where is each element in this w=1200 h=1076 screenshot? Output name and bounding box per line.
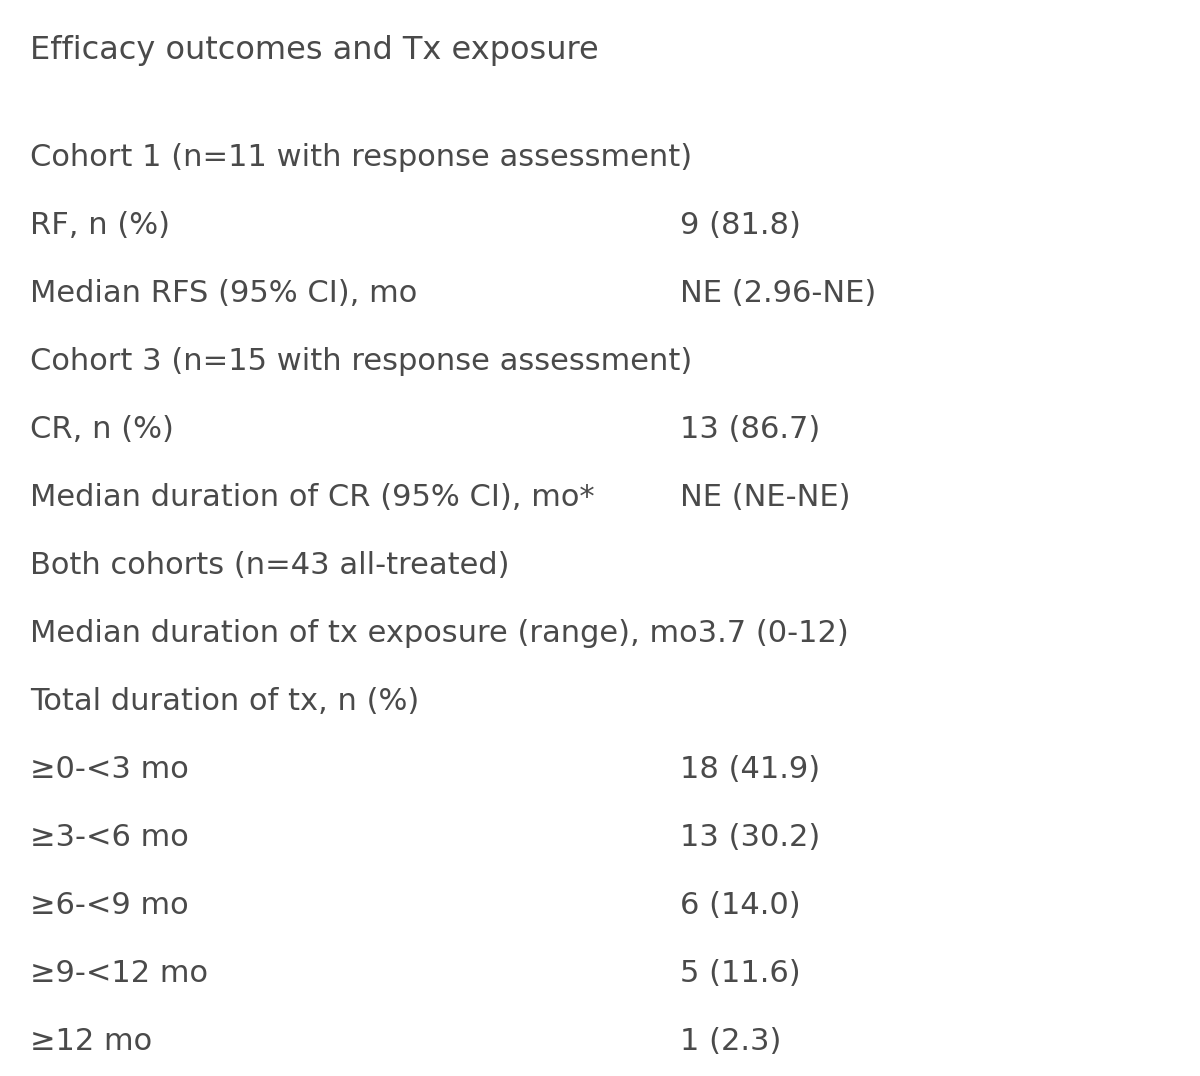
Text: NE (2.96-NE): NE (2.96-NE) <box>680 279 876 308</box>
Text: ≥0-<3 mo: ≥0-<3 mo <box>30 755 188 784</box>
Text: ≥12 mo: ≥12 mo <box>30 1027 152 1056</box>
Text: 6 (14.0): 6 (14.0) <box>680 891 800 920</box>
Text: 1 (2.3): 1 (2.3) <box>680 1027 781 1056</box>
Text: CR, n (%): CR, n (%) <box>30 415 174 444</box>
Text: NE (NE-NE): NE (NE-NE) <box>680 483 851 512</box>
Text: ≥6-<9 mo: ≥6-<9 mo <box>30 891 188 920</box>
Text: Cohort 3 (n=15 with response assessment): Cohort 3 (n=15 with response assessment) <box>30 346 692 376</box>
Text: Efficacy outcomes and Tx exposure: Efficacy outcomes and Tx exposure <box>30 36 599 66</box>
Text: 13 (30.2): 13 (30.2) <box>680 823 821 852</box>
Text: 13 (86.7): 13 (86.7) <box>680 415 821 444</box>
Text: Median RFS (95% CI), mo: Median RFS (95% CI), mo <box>30 279 418 308</box>
Text: 9 (81.8): 9 (81.8) <box>680 211 800 240</box>
Text: 18 (41.9): 18 (41.9) <box>680 755 820 784</box>
Text: Both cohorts (n=43 all-treated): Both cohorts (n=43 all-treated) <box>30 551 510 580</box>
Text: Cohort 1 (n=11 with response assessment): Cohort 1 (n=11 with response assessment) <box>30 143 692 172</box>
Text: Median duration of CR (95% CI), mo*: Median duration of CR (95% CI), mo* <box>30 483 595 512</box>
Text: RF, n (%): RF, n (%) <box>30 211 170 240</box>
Text: 5 (11.6): 5 (11.6) <box>680 959 800 988</box>
Text: ≥9-<12 mo: ≥9-<12 mo <box>30 959 208 988</box>
Text: Total duration of tx, n (%): Total duration of tx, n (%) <box>30 686 419 716</box>
Text: ≥3-<6 mo: ≥3-<6 mo <box>30 823 188 852</box>
Text: Median duration of tx exposure (range), mo3.7 (0-12): Median duration of tx exposure (range), … <box>30 619 848 648</box>
